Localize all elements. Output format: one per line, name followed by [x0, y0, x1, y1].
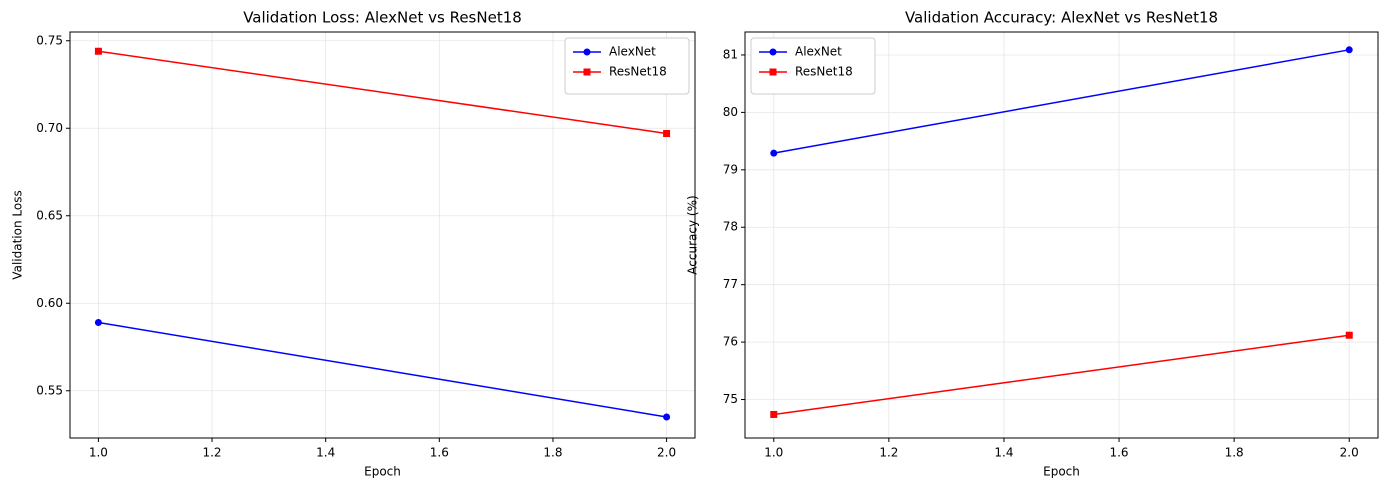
- y-tick-label: 0.60: [36, 296, 63, 310]
- y-tick-label: 0.75: [36, 33, 63, 47]
- x-tick-label: 1.2: [879, 446, 898, 460]
- y-tick-label: 80: [723, 105, 738, 119]
- legend-label: AlexNet: [795, 45, 842, 59]
- x-tick-label: 1.6: [430, 446, 449, 460]
- legend: AlexNet ResNet18: [564, 37, 690, 95]
- marker: [769, 48, 777, 56]
- x-tick-label: 1.8: [1225, 446, 1244, 460]
- marker: [770, 149, 778, 157]
- series-line: [773, 49, 1350, 154]
- chart-title: Validation Loss: AlexNet vs ResNet18: [243, 9, 522, 27]
- y-tick-label: 76: [723, 335, 738, 349]
- y-axis-label: Validation Loss: [11, 190, 25, 279]
- legend-label: ResNet18: [795, 65, 853, 79]
- y-tick-label: 81: [723, 47, 738, 61]
- marker: [770, 410, 778, 418]
- x-tick-label: 1.0: [89, 446, 108, 460]
- x-tick-label: 1.4: [994, 446, 1013, 460]
- series-line: [98, 321, 667, 418]
- x-axis-label: Epoch: [1043, 465, 1080, 479]
- marker: [1345, 331, 1353, 339]
- legend-label: ResNet18: [609, 65, 667, 79]
- marker: [663, 413, 671, 421]
- y-axis-label: Accuracy (%): [686, 195, 700, 274]
- plot-frame: [69, 31, 696, 439]
- marker: [94, 319, 102, 326]
- marker: [94, 47, 102, 55]
- chart: 1.0 1.2 1.4 1.6 1.8 2.0 0.55 0.60 0.65 0.70 0.75 Va…: [11, 9, 696, 479]
- y-tick-label: 78: [723, 220, 738, 234]
- chart-title: Validation Accuracy: AlexNet vs ResNet18: [905, 9, 1218, 27]
- y-tick-label: 0.70: [36, 121, 63, 135]
- y-tick-label: 77: [723, 277, 738, 291]
- marker: [663, 130, 671, 137]
- x-tick-label: 1.2: [202, 446, 221, 460]
- x-tick-label: 2.0: [1340, 446, 1359, 460]
- series-line: [773, 334, 1350, 416]
- plot-frame: [744, 31, 1379, 439]
- y-tick-label: 79: [723, 162, 738, 176]
- x-tick-label: 1.0: [764, 446, 783, 460]
- x-tick-label: 2.0: [657, 446, 676, 460]
- x-axis-label: Epoch: [364, 465, 401, 479]
- legend: AlexNet ResNet18: [750, 37, 876, 95]
- y-tick-label: 0.55: [36, 383, 63, 397]
- series-line: [98, 50, 667, 135]
- y-tick-label: 0.65: [36, 208, 63, 222]
- chart: 1.0 1.2 1.4 1.6 1.8 2.0 75 76 77 78 79 80 81 Validati…: [686, 9, 1379, 479]
- marker: [769, 68, 777, 76]
- marker: [1345, 46, 1353, 54]
- marker: [583, 48, 591, 56]
- x-tick-label: 1.8: [543, 446, 562, 460]
- y-tick-label: 75: [723, 392, 738, 406]
- x-tick-label: 1.6: [1109, 446, 1128, 460]
- legend-label: AlexNet: [609, 45, 656, 59]
- marker: [583, 68, 591, 76]
- x-tick-label: 1.4: [316, 446, 335, 460]
